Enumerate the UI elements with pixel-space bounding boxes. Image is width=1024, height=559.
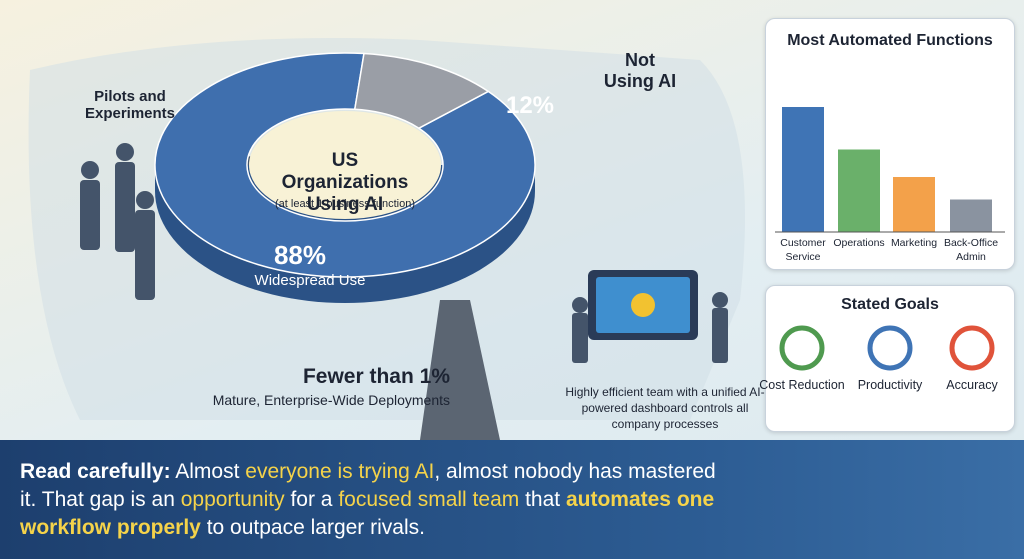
banner-segment: for a — [284, 488, 339, 511]
donut-hole — [249, 111, 441, 219]
donut-subtitle: (at least 1 business function) — [274, 198, 416, 210]
banner-segment: everyone is trying AI — [245, 460, 435, 483]
donut-slice — [353, 52, 490, 130]
banner-segment: Almost — [170, 460, 246, 483]
goal-label: Cost Reduction — [759, 378, 845, 392]
team-caption: Highly efficient team with a unified AI-… — [565, 385, 765, 431]
donut-title: US Organizations Using AI — [281, 150, 409, 215]
banner-segment: opportunity — [180, 488, 285, 511]
bar-label: Customer Service — [780, 237, 826, 263]
slice-value-label: 12% — [505, 92, 555, 119]
slice-value-label: 88% — [273, 240, 327, 270]
fewer-subtitle: Mature, Enterprise-Wide Deployments — [212, 392, 450, 408]
artwork — [28, 38, 746, 440]
bar-label: Operations — [833, 237, 885, 249]
functions-panel — [765, 18, 1015, 270]
goal-label: Productivity — [857, 378, 923, 392]
banner-segment: focused small team — [338, 488, 520, 511]
goal-label: Accuracy — [946, 378, 998, 392]
slice-label: Widespread Use — [254, 272, 366, 289]
banner-segment: to outpace larger rivals. — [200, 516, 425, 539]
pilots-label: Pilots and Experiments — [84, 88, 176, 122]
banner-segment: that — [519, 488, 566, 511]
bar-label: Back-Office Admin — [943, 237, 999, 263]
banner: Read carefully: Almost everyone is tryin… — [0, 440, 1024, 559]
banner-segment: , almost nobody has mastered it. That ga… — [20, 460, 716, 511]
goals-title: Stated Goals — [841, 296, 939, 313]
key-icon — [631, 293, 655, 317]
crack — [420, 300, 500, 440]
slice-label: Not Using AI — [603, 50, 677, 91]
banner-text: Read carefully: Almost everyone is tryin… — [20, 458, 720, 542]
bar-label: Marketing — [890, 237, 938, 249]
functions-title: Most Automated Functions — [787, 32, 993, 49]
banner-segment: automates one workflow properly — [20, 488, 715, 539]
donut-slice — [154, 52, 536, 278]
fewer-title: Fewer than 1% — [302, 365, 450, 388]
banner-segment: Read carefully: — [20, 460, 171, 483]
